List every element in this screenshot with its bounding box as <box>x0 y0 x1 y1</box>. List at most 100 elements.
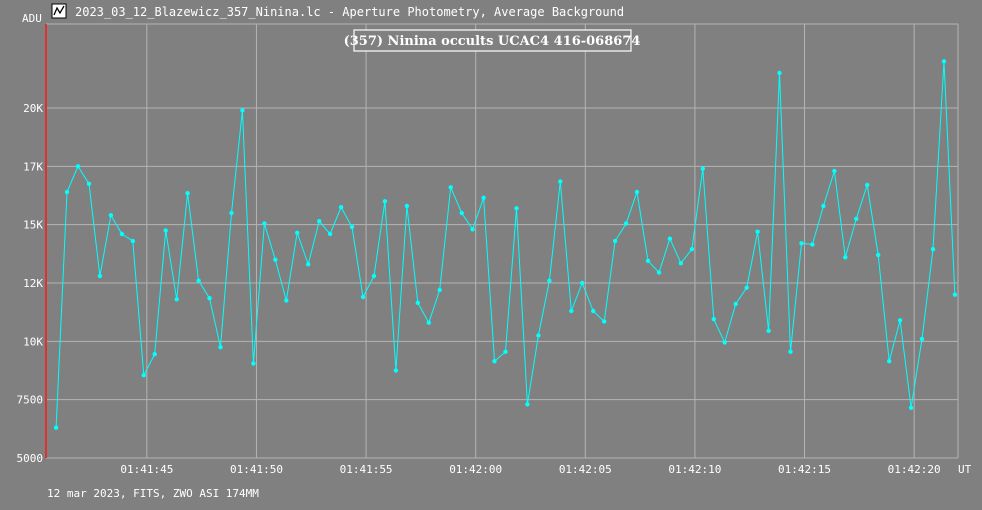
data-point <box>810 242 815 247</box>
data-point <box>854 216 859 221</box>
data-point <box>426 320 431 325</box>
data-point <box>415 300 420 305</box>
data-point <box>832 168 837 174</box>
data-point <box>163 228 168 233</box>
y-tick-label: 12K <box>23 277 43 290</box>
x-tick-label: 01:42:05 <box>559 463 612 476</box>
data-point <box>295 230 300 235</box>
data-point <box>130 238 135 244</box>
y-axis: 5000 7500 10K 12K 15K 17K 20K <box>17 102 44 465</box>
y-tick-label: 17K <box>23 160 43 173</box>
x-tick-label: 01:41:50 <box>230 463 283 476</box>
data-point <box>919 336 925 342</box>
data-point <box>185 191 190 196</box>
chart-title-frame <box>353 29 632 52</box>
chart-title-box: (357) Ninina occults UCAC4 416-068674 <box>344 29 641 52</box>
y-tick-label: 7500 <box>17 394 44 407</box>
window-title: 2023_03_12_Blazewicz_357_Ninina.lc - Ape… <box>75 5 624 19</box>
data-point <box>821 203 826 209</box>
data-point <box>777 70 782 76</box>
data-point <box>788 349 793 354</box>
data-point <box>207 296 212 301</box>
data-point <box>492 359 497 364</box>
series-group <box>53 59 958 430</box>
data-point <box>437 287 442 293</box>
data-point <box>273 257 278 262</box>
data-point <box>547 278 552 283</box>
data-point <box>591 308 596 314</box>
data-point <box>360 294 366 300</box>
data-point <box>53 425 59 430</box>
data-point <box>876 252 881 258</box>
data-point <box>470 227 475 232</box>
data-point <box>86 181 92 186</box>
data-point <box>64 189 70 195</box>
data-point <box>667 236 673 241</box>
data-point <box>218 345 223 350</box>
data-point <box>897 318 903 323</box>
data-point <box>174 297 179 302</box>
data-point <box>514 206 519 211</box>
data-point <box>843 255 848 260</box>
x-tick-label: 01:41:55 <box>340 463 393 476</box>
data-point <box>262 221 267 226</box>
x-axis: 01:41:45 01:41:50 01:41:55 01:42:00 01:42:05… <box>120 463 940 476</box>
data-point <box>733 301 738 307</box>
x-tick-label: 01:42:15 <box>778 463 831 476</box>
data-point <box>887 359 892 364</box>
data-point <box>612 238 618 244</box>
data-point <box>503 349 508 354</box>
data-point <box>580 280 585 286</box>
y-tick-label: 5000 <box>17 452 44 465</box>
window-title-bar: 2023_03_12_Blazewicz_357_Ninina.lc - Ape… <box>51 3 624 19</box>
data-point <box>97 273 103 279</box>
data-point <box>306 262 311 267</box>
data-point <box>930 247 936 252</box>
y-tick-label: 10K <box>23 335 43 348</box>
data-point <box>952 292 958 297</box>
data-point <box>196 278 201 283</box>
data-point <box>908 405 914 410</box>
data-point <box>382 199 388 204</box>
data-point <box>75 164 81 169</box>
data-point <box>525 402 530 407</box>
data-point <box>645 258 651 263</box>
data-point <box>338 205 344 210</box>
data-point <box>152 352 157 357</box>
x-tick-label: 01:42:20 <box>888 463 941 476</box>
data-point <box>108 213 114 218</box>
y-tick-label: 15K <box>23 219 43 232</box>
data-point <box>755 229 760 234</box>
data-point <box>448 185 453 190</box>
data-point <box>766 328 771 333</box>
data-point <box>711 317 716 322</box>
data-point <box>689 247 695 252</box>
data-point <box>941 59 947 64</box>
data-point <box>558 179 563 184</box>
data-point <box>722 340 727 345</box>
data-point <box>569 308 574 314</box>
data-point <box>119 231 125 237</box>
data-point <box>251 361 256 366</box>
data-point <box>371 273 377 279</box>
data-point <box>240 108 245 113</box>
data-point <box>393 368 399 373</box>
data-point <box>536 333 541 338</box>
data-point <box>656 270 662 275</box>
footer-info: 12 mar 2023, FITS, ZWO ASI 174MM <box>47 487 259 500</box>
chart-title: (357) Ninina occults UCAC4 416-068674 <box>344 34 641 49</box>
data-point <box>317 219 322 224</box>
data-point <box>349 224 355 230</box>
data-point <box>459 210 464 216</box>
data-point <box>700 166 705 171</box>
y-axis-label: ADU <box>22 12 42 25</box>
x-tick-label: 01:42:00 <box>449 463 502 476</box>
data-point <box>481 195 486 200</box>
chart-app-icon[interactable] <box>51 3 67 19</box>
data-point <box>602 319 607 324</box>
data-point <box>634 189 640 195</box>
data-point <box>284 298 289 303</box>
data-point <box>865 182 870 188</box>
y-tick-label: 20K <box>23 102 43 115</box>
